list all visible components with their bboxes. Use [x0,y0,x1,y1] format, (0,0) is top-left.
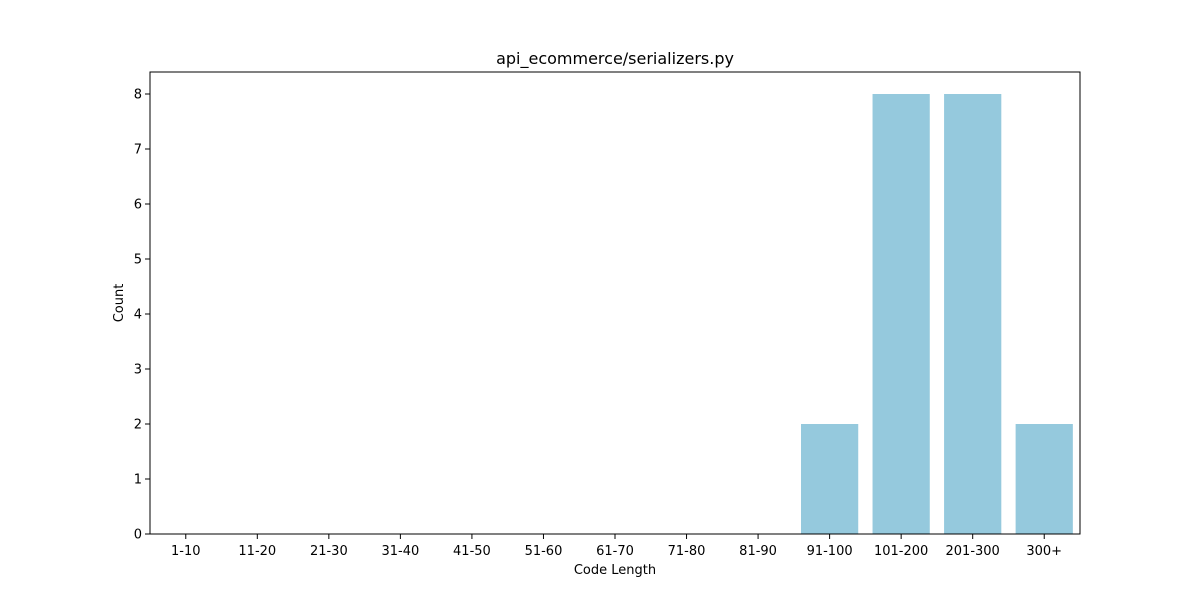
x-tick-label: 91-100 [807,544,853,559]
plot-area-frame [149,71,1081,535]
x-tick-label: 61-70 [596,544,634,559]
y-tick-label: 0 [134,528,142,543]
x-tick-label: 71-80 [668,544,706,559]
x-tick-label: 41-50 [453,544,491,559]
x-tick-label: 300+ [1026,544,1062,559]
x-tick-label: 81-90 [739,544,777,559]
y-tick-label: 5 [134,253,142,268]
x-tick-label: 51-60 [525,544,563,559]
chart-title: api_ecommerce/serializers.py [496,49,734,69]
y-tick-label: 2 [134,418,142,433]
x-tick-label: 21-30 [310,544,348,559]
bar-300+ [1015,424,1073,534]
y-tick-label: 6 [134,198,142,213]
x-tick-label: 11-20 [238,544,276,559]
y-axis-label: Count [112,284,127,323]
y-tick-label: 1 [134,473,142,488]
y-tick-label: 3 [134,363,142,378]
bars-group [801,94,1073,534]
y-tick-label: 7 [134,143,142,158]
y-axis: 0 1 2 3 4 5 6 7 8 [134,88,150,543]
x-tick-label: 101-200 [874,544,928,559]
x-tick-label: 201-300 [946,544,1000,559]
x-tick-label: 31-40 [381,544,419,559]
bar-201-300 [944,94,1002,534]
bar-91-100 [801,424,859,534]
x-tick-label: 1-10 [171,544,201,559]
x-axis: 1-10 11-20 21-30 31-40 41-50 51-60 61-70 71-80 8… [171,534,1062,559]
y-tick-label: 4 [134,308,142,323]
bar-101-200 [872,94,930,534]
y-tick-label: 8 [134,88,142,103]
x-axis-label: Code Length [574,563,656,578]
